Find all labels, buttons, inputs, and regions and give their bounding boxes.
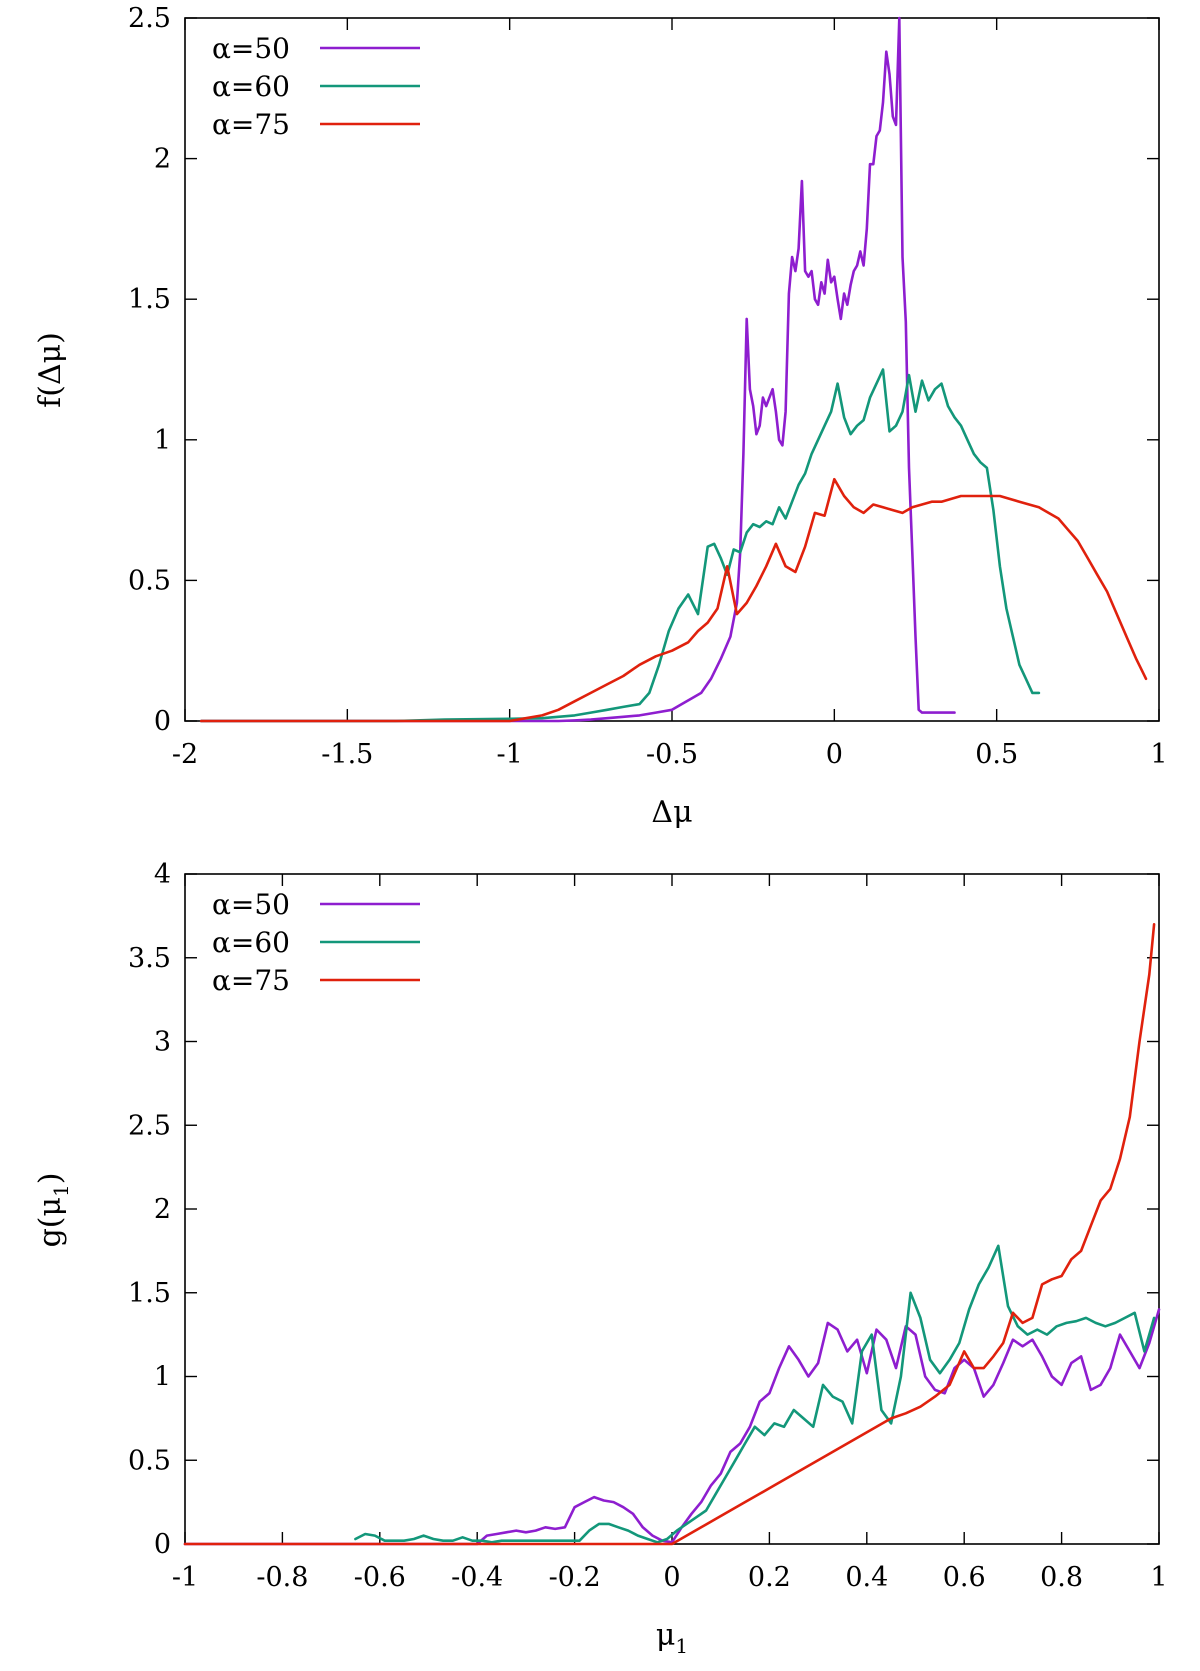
top-y-tick-label: 2 — [154, 144, 171, 175]
top-legend-label-1: α=50 — [212, 32, 290, 65]
bottom-x-tick-label: 1 — [1150, 1562, 1167, 1593]
bottom-x-tick-label: 0 — [663, 1562, 680, 1593]
bottom-x-tick-label: 0.2 — [748, 1562, 791, 1593]
top-legend-label-2: α=60 — [212, 70, 290, 103]
bottom-ticks — [184, 873, 1160, 1545]
top-y-tick-labels: 0 0.5 1 1.5 2 2.5 — [128, 3, 171, 737]
bottom-x-axis-label: μ1 — [656, 1618, 688, 1658]
bottom-y-tick-labels: 0 0.5 1 1.5 2 2.5 3 3.5 4 — [128, 859, 171, 1560]
bottom-y-tick-label: 2.5 — [128, 1110, 171, 1141]
top-y-tick-label: 2.5 — [128, 3, 171, 34]
top-y-tick-label: 1.5 — [128, 284, 171, 315]
top-y-tick-label: 1 — [154, 425, 171, 456]
bottom-series-line-3 — [183, 922, 1156, 1546]
bottom-x-tick-label: -0.6 — [354, 1562, 406, 1593]
top-x-tick-label: -0.5 — [646, 739, 698, 770]
bottom-x-tick-label: -0.2 — [549, 1562, 601, 1593]
bottom-series-group — [183, 922, 1161, 1546]
top-series-line-2 — [199, 368, 1041, 723]
top-series-line-1 — [199, 16, 956, 723]
bottom-x-tick-label: 0.4 — [845, 1562, 888, 1593]
top-y-tick-label: 0 — [154, 706, 171, 737]
bottom-y-tick-label: 2 — [154, 1194, 171, 1225]
bottom-series-line-1 — [183, 1308, 1161, 1546]
bottom-x-axis-label-main: μ — [656, 1618, 676, 1653]
top-legend: α=50 α=60 α=75 — [212, 32, 420, 141]
bottom-y-tick-label: 3.5 — [128, 943, 171, 974]
top-x-tick-labels: -2 -1.5 -1 -0.5 0 0.5 1 — [172, 739, 1168, 770]
top-series-line-3 — [199, 477, 1148, 723]
top-x-tick-label: -2 — [172, 739, 198, 770]
top-legend-label-3: α=75 — [212, 108, 290, 141]
top-x-tick-label: 0 — [826, 739, 843, 770]
bottom-x-tick-label: -0.4 — [451, 1562, 503, 1593]
bottom-y-axis-label-main: g(μ — [33, 1197, 68, 1247]
bottom-legend-label-3: α=75 — [212, 964, 290, 997]
top-y-tick-label: 0.5 — [128, 565, 171, 596]
top-series-group — [199, 16, 1148, 723]
bottom-legend-label-2: α=60 — [212, 926, 290, 959]
bottom-y-tick-label: 1.5 — [128, 1278, 171, 1309]
bottom-y-tick-label: 3 — [154, 1027, 171, 1058]
bottom-x-tick-label: -0.8 — [256, 1562, 308, 1593]
bottom-y-tick-label: 4 — [154, 859, 171, 890]
bottom-y-tick-label: 1 — [154, 1362, 171, 1393]
bottom-panel: -1 -0.8 -0.6 -0.4 -0.2 0 0.2 0.4 0.6 0.8 1 0 0.5 1 1.… — [33, 859, 1168, 1658]
top-y-axis-label: f(Δμ) — [33, 332, 68, 408]
bottom-x-tick-label: 0.8 — [1040, 1562, 1083, 1593]
bottom-x-tick-label: 0.6 — [943, 1562, 986, 1593]
top-x-tick-label: -1 — [497, 739, 523, 770]
top-x-tick-label: 0.5 — [975, 739, 1018, 770]
bottom-y-axis-label-suffix: ) — [33, 1173, 68, 1185]
bottom-y-tick-label: 0.5 — [128, 1445, 171, 1476]
top-panel: -2 -1.5 -1 -0.5 0 0.5 1 00.511.522.5 α=50α=60α… — [33, 3, 1168, 830]
bottom-x-tick-label: -1 — [172, 1562, 198, 1593]
top-x-tick-label: 1 — [1150, 739, 1167, 770]
bottom-legend: α=50 α=60 α=75 — [212, 888, 420, 997]
top-ticks — [184, 17, 1160, 722]
top-x-axis-label: Δμ — [651, 795, 692, 830]
bottom-y-axis-label: g(μ1) — [33, 1173, 73, 1248]
top-x-tick-label: -1.5 — [321, 739, 373, 770]
bottom-x-axis-label-sub: 1 — [675, 1634, 688, 1658]
bottom-plot-frame — [184, 873, 1160, 1545]
bottom-x-tick-labels: -1 -0.8 -0.6 -0.4 -0.2 0 0.2 0.4 0.6 0.8 1 — [172, 1562, 1168, 1593]
bottom-y-axis-label-sub: 1 — [49, 1184, 73, 1197]
bottom-series-line-2 — [354, 1244, 1156, 1544]
bottom-y-tick-label: 0 — [154, 1529, 171, 1560]
bottom-legend-label-1: α=50 — [212, 888, 290, 921]
